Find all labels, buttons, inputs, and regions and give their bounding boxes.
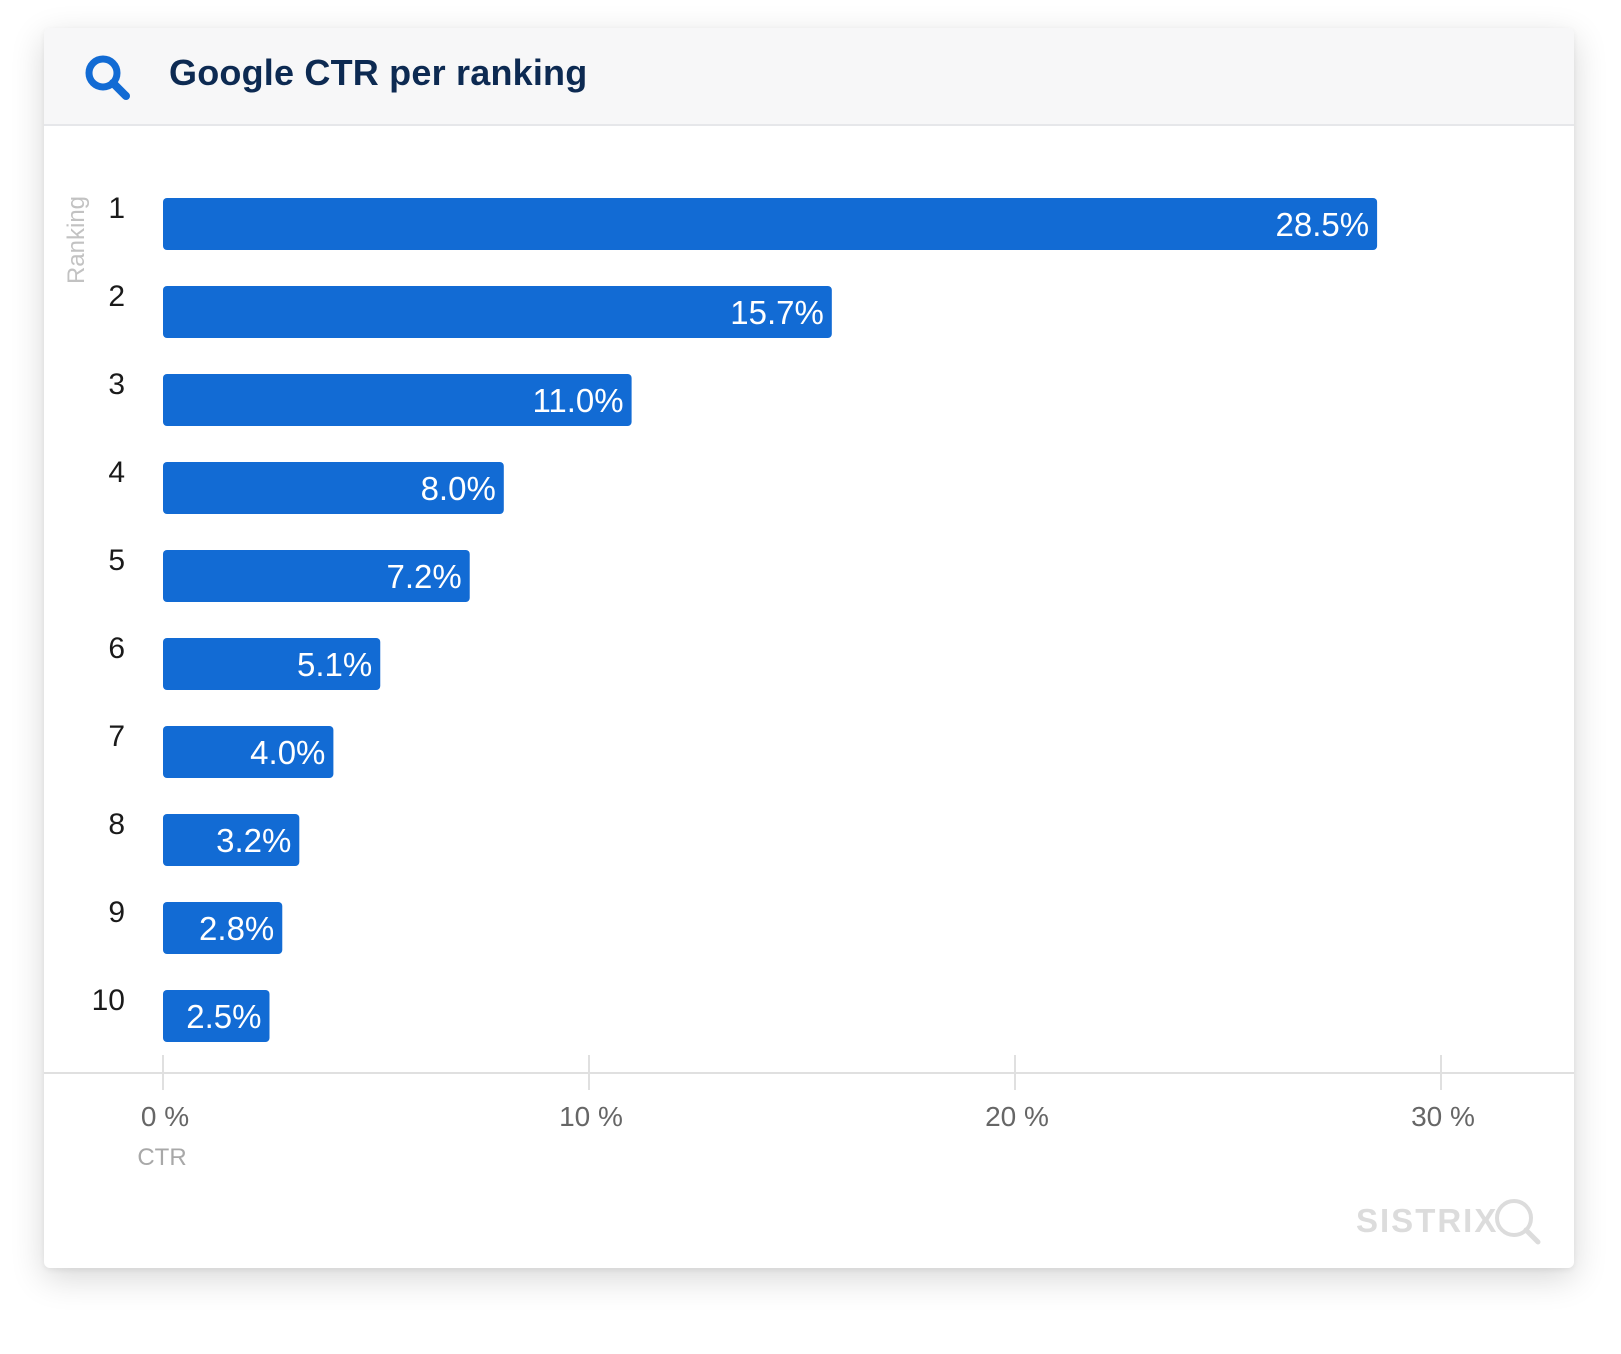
magnifier-icon — [1495, 1199, 1541, 1245]
x-axis-title: CTR — [137, 1144, 186, 1171]
rank-label: 3 — [108, 368, 125, 401]
rank-label: 4 — [108, 456, 125, 489]
chart-title: Google CTR per ranking — [169, 52, 588, 93]
x-tick-label: 20 % — [985, 1101, 1049, 1132]
bar — [163, 550, 470, 602]
search-icon — [85, 55, 130, 100]
rank-label: 10 — [92, 984, 125, 1017]
y-axis-title: Ranking — [63, 196, 90, 284]
sistrix-watermark: SISTRIX — [1356, 1199, 1541, 1245]
bar — [163, 374, 632, 426]
rank-label: 8 — [108, 808, 125, 841]
watermark-text: SISTRIX — [1356, 1202, 1498, 1239]
bar-value-label: 3.2% — [216, 822, 291, 859]
x-ticks-layer: 0 % 10 % 20 % 30 % — [141, 1055, 1475, 1132]
bar-chart: 1 28.5% 2 15.7% 3 11.0% 4 8.0% 5 7.2% 6 5.1% 7 4.0% 8 3… — [44, 192, 1574, 1171]
rank-label: 5 — [108, 544, 125, 577]
bar — [163, 814, 300, 866]
bar-value-label: 15.7% — [730, 294, 824, 331]
bar — [163, 990, 270, 1042]
bar-value-label: 2.5% — [186, 998, 261, 1035]
rank-label: 1 — [108, 192, 125, 225]
x-tick-label: 0 % — [141, 1101, 189, 1132]
x-tick-label: 30 % — [1411, 1101, 1475, 1132]
bar-value-label: 28.5% — [1276, 206, 1370, 243]
chart-card: Google CTR per ranking 1 28.5% 2 15.7% 3 11.0… — [44, 28, 1574, 1268]
bars-layer: 1 28.5% 2 15.7% 3 11.0% 4 8.0% 5 7.2% 6 5.1% 7 4.0% 8 3… — [92, 192, 1378, 1042]
bar-value-label: 7.2% — [387, 558, 462, 595]
bar — [163, 286, 832, 338]
bar-value-label: 5.1% — [297, 646, 372, 683]
bar — [163, 462, 504, 514]
rank-label: 6 — [108, 632, 125, 665]
rank-label: 7 — [108, 720, 125, 753]
bar — [163, 902, 283, 954]
bar-value-label: 8.0% — [421, 470, 496, 507]
rank-label: 2 — [108, 280, 125, 313]
card-header: Google CTR per ranking — [44, 28, 1574, 126]
bar — [163, 198, 1378, 250]
bar — [163, 726, 334, 778]
bar-value-label: 4.0% — [250, 734, 325, 771]
bar-value-label: 11.0% — [532, 382, 623, 419]
rank-label: 9 — [108, 896, 125, 929]
bar — [163, 638, 381, 690]
x-tick-label: 10 % — [559, 1101, 623, 1132]
bar-value-label: 2.8% — [199, 910, 274, 947]
